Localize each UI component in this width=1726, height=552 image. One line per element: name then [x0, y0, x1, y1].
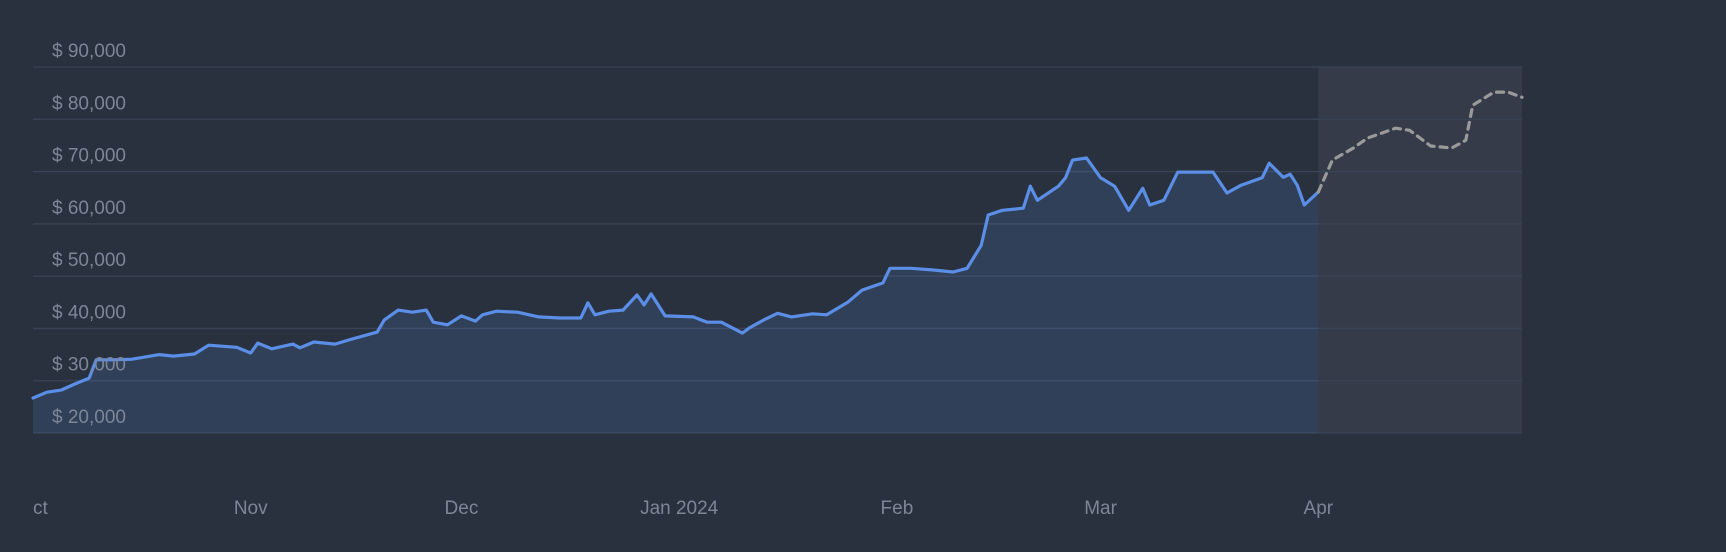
area-fill: [33, 158, 1319, 433]
x-tick-label: Mar: [1084, 498, 1117, 519]
x-tick-label: Jan 2024: [640, 498, 719, 519]
y-tick-label: $ 50,000: [52, 250, 126, 271]
price-line: [31, 156, 1320, 400]
x-tick-label: Nov: [234, 498, 268, 519]
y-tick-label: $ 80,000: [52, 93, 126, 114]
y-tick-label: $ 30,000: [52, 355, 126, 376]
y-tick-label: $ 70,000: [52, 146, 126, 167]
labels: $ 20,000 $ 30,000 $ 40,000 $ 50,000 $ 60,000…: [52, 41, 126, 428]
x-tick-label: Apr: [1304, 498, 1334, 519]
forecast-line: [1316, 90, 1524, 194]
areas: [33, 158, 1319, 433]
forecast-shade: [1318, 67, 1522, 433]
x-axis-labels: Oct Nov Dec Jan 2024 Feb Mar Apr: [18, 498, 1334, 519]
y-tick-label: $ 90,000: [52, 41, 126, 62]
y-tick-label: $ 60,000: [52, 198, 126, 219]
lines: [31, 90, 1524, 400]
x-tick-label: Feb: [881, 498, 914, 519]
forecast-region: [1318, 67, 1522, 433]
y-tick-label: $ 40,000: [52, 302, 126, 323]
y-tick-label: $ 20,000: [52, 407, 126, 428]
x-tick-label: Dec: [445, 498, 479, 519]
grid: [33, 66, 1522, 434]
x-tick-label: Oct: [18, 498, 48, 519]
